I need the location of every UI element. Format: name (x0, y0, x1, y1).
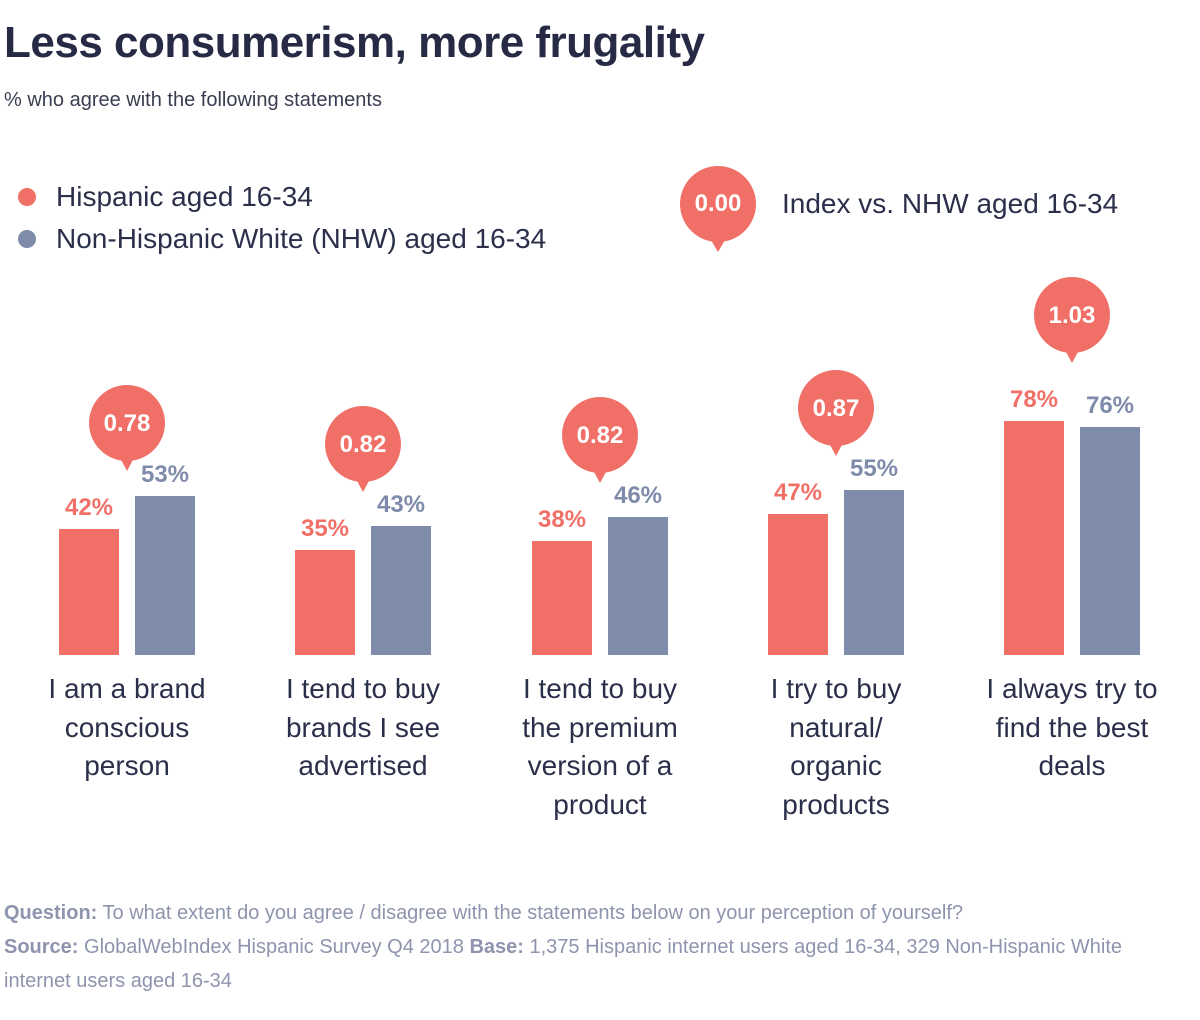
category-label-line: products (782, 788, 890, 820)
bar-hispanic-2 (295, 550, 355, 655)
category-label-line: product (553, 788, 647, 820)
legend-item-hispanic: Hispanic aged 16-34 (18, 176, 546, 218)
value-label-hispanic-5: 78% (1010, 386, 1058, 413)
index-bubble-tip-1 (120, 458, 134, 471)
legend: Hispanic aged 16-34 Non-Hispanic White (… (18, 176, 546, 260)
category-label-4: I try to buy natural/organic products (726, 670, 946, 824)
index-bubble-tip-3 (593, 470, 607, 483)
index-bubble-tip-5 (1065, 350, 1079, 363)
chart-subtitle: % who agree with the following statement… (4, 89, 382, 111)
legend-label-hispanic: Hispanic aged 16-34 (56, 181, 313, 212)
bar-nhw-5 (1080, 427, 1140, 655)
source-label: Source: (4, 936, 79, 958)
value-label-hispanic-3: 38% (538, 506, 586, 533)
index-legend-value: 0.00 (694, 190, 742, 217)
category-label-line: I always try to (986, 673, 1158, 704)
question-text: To what extent do you agree / disagree w… (102, 902, 964, 924)
category-label-line: natural/ (789, 711, 883, 743)
category-label-2: I tend to buy brands I see advertised (253, 670, 473, 786)
category-label-line: deals (1038, 750, 1106, 781)
value-label-nhw-4: 55% (850, 455, 898, 482)
source-text: GlobalWebIndex Hispanic Survey Q4 2018 (84, 936, 464, 958)
index-bubble-5 (1034, 277, 1110, 353)
index-bubble-4 (798, 370, 874, 446)
legend-label-nhw: Non-Hispanic White (NHW) aged 16-34 (56, 223, 547, 254)
index-bubble-2 (325, 406, 401, 482)
index-legend: 0.00 Index vs. NHW aged 16-34 (680, 166, 1119, 252)
category-label-line: organic (790, 750, 882, 781)
question-label: Question: (4, 902, 98, 924)
chart-title: Less consumerism, more frugality (4, 18, 705, 67)
index-bubble-3 (562, 397, 638, 473)
bar-nhw-1 (135, 496, 195, 655)
legend-item-nhw: Non-Hispanic White (NHW) aged 16-34 (18, 218, 546, 260)
index-value-1: 0.78 (104, 410, 151, 437)
category-label-line: person (84, 750, 170, 781)
value-label-hispanic-4: 47% (774, 479, 822, 506)
bar-nhw-3 (608, 517, 668, 655)
bar-hispanic-3 (532, 541, 592, 655)
index-legend-label: Index vs. NHW aged 16-34 (782, 188, 1119, 219)
legend-dot-nhw (18, 230, 36, 248)
category-label-line: the premium (522, 711, 678, 743)
index-bubble-tip-2 (356, 479, 370, 492)
legend-dot-hispanic (18, 188, 36, 206)
category-label-line: find the best (995, 711, 1149, 743)
index-bubble-tip-4 (829, 443, 843, 456)
category-label-5: I always try to find the best deals (962, 670, 1182, 786)
category-label-line: brands I see (285, 711, 441, 743)
bar-chart: 42% 53% 0.78 35% 43% 0.82 38% 46% 0.82 47% 55% 0.87… (59, 277, 1140, 655)
index-value-3: 0.82 (577, 422, 624, 449)
base-label: Base: (469, 936, 524, 958)
category-label-line: version of a (527, 750, 673, 781)
index-value-2: 0.82 (340, 431, 387, 458)
base-text: 1,375 Hispanic internet users aged 16-34… (4, 936, 1123, 992)
value-label-nhw-2: 43% (377, 491, 425, 518)
bar-nhw-4 (844, 490, 904, 655)
value-label-hispanic-2: 35% (301, 515, 349, 542)
category-label-line: I tend to buy (522, 673, 678, 704)
index-bubble-1 (89, 385, 165, 461)
category-label-line: I try to buy (770, 673, 902, 704)
category-label-line: advertised (298, 750, 428, 781)
value-label-nhw-3: 46% (614, 482, 662, 509)
bar-hispanic-1 (59, 529, 119, 655)
bar-nhw-2 (371, 526, 431, 655)
category-label-3: I tend to buy the premium version of a prod… (490, 670, 710, 824)
category-label-line: I am a brand (48, 673, 206, 704)
category-label-line: conscious (64, 711, 190, 743)
value-label-nhw-5: 76% (1086, 392, 1134, 419)
value-label-hispanic-1: 42% (65, 494, 113, 521)
index-value-4: 0.87 (813, 395, 860, 422)
category-label-1: I am a brand conscious person (17, 670, 237, 786)
bar-hispanic-4 (768, 514, 828, 655)
index-legend-bubble: 0.00 (680, 166, 756, 252)
category-label-line: I tend to buy (285, 673, 441, 704)
value-label-nhw-1: 53% (141, 461, 189, 488)
bar-hispanic-5 (1004, 421, 1064, 655)
index-value-5: 1.03 (1049, 302, 1096, 329)
chart-footer: Question: To what extent do you agree / … (4, 896, 1194, 998)
